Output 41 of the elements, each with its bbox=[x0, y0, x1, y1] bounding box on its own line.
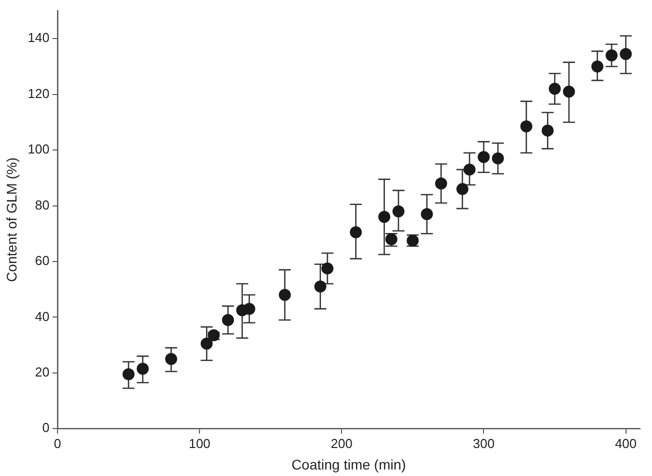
point bbox=[222, 314, 234, 326]
point bbox=[278, 288, 291, 301]
point bbox=[464, 164, 476, 176]
point bbox=[243, 302, 256, 315]
point bbox=[420, 208, 433, 220]
point bbox=[321, 262, 334, 274]
x-axis-title: Coating time (min) bbox=[292, 456, 406, 472]
x-tick-label: 400 bbox=[614, 436, 637, 451]
y-tick-label: 40 bbox=[35, 308, 50, 324]
point bbox=[378, 210, 390, 223]
x-tick-label: 0 bbox=[54, 436, 62, 451]
point bbox=[606, 49, 618, 62]
y-tick-label: 120 bbox=[28, 86, 50, 101]
point bbox=[165, 352, 178, 365]
point bbox=[435, 177, 448, 190]
point bbox=[620, 48, 632, 60]
point bbox=[314, 280, 326, 293]
point bbox=[492, 152, 504, 164]
point bbox=[591, 60, 604, 73]
point bbox=[520, 120, 532, 132]
y-tick-label: 100 bbox=[28, 142, 50, 157]
point bbox=[208, 329, 220, 342]
point bbox=[562, 86, 575, 98]
point bbox=[456, 183, 468, 196]
point bbox=[478, 151, 490, 164]
point bbox=[122, 368, 135, 380]
y-axis-title: Content of GLM (%) bbox=[3, 157, 20, 282]
y-tick-label: 80 bbox=[35, 197, 50, 212]
x-tick-label: 200 bbox=[330, 436, 352, 451]
point bbox=[350, 226, 362, 238]
point bbox=[136, 362, 149, 375]
point bbox=[200, 338, 213, 350]
point bbox=[392, 205, 404, 218]
x-tick-label: 100 bbox=[188, 436, 210, 451]
point bbox=[548, 82, 561, 95]
y-tick-label: 20 bbox=[35, 364, 50, 380]
y-tick-label: 60 bbox=[35, 253, 50, 268]
point bbox=[542, 124, 554, 137]
x-tick-label: 300 bbox=[472, 436, 495, 451]
y-tick-label: 140 bbox=[28, 30, 50, 46]
y-tick-label: 0 bbox=[42, 420, 50, 436]
